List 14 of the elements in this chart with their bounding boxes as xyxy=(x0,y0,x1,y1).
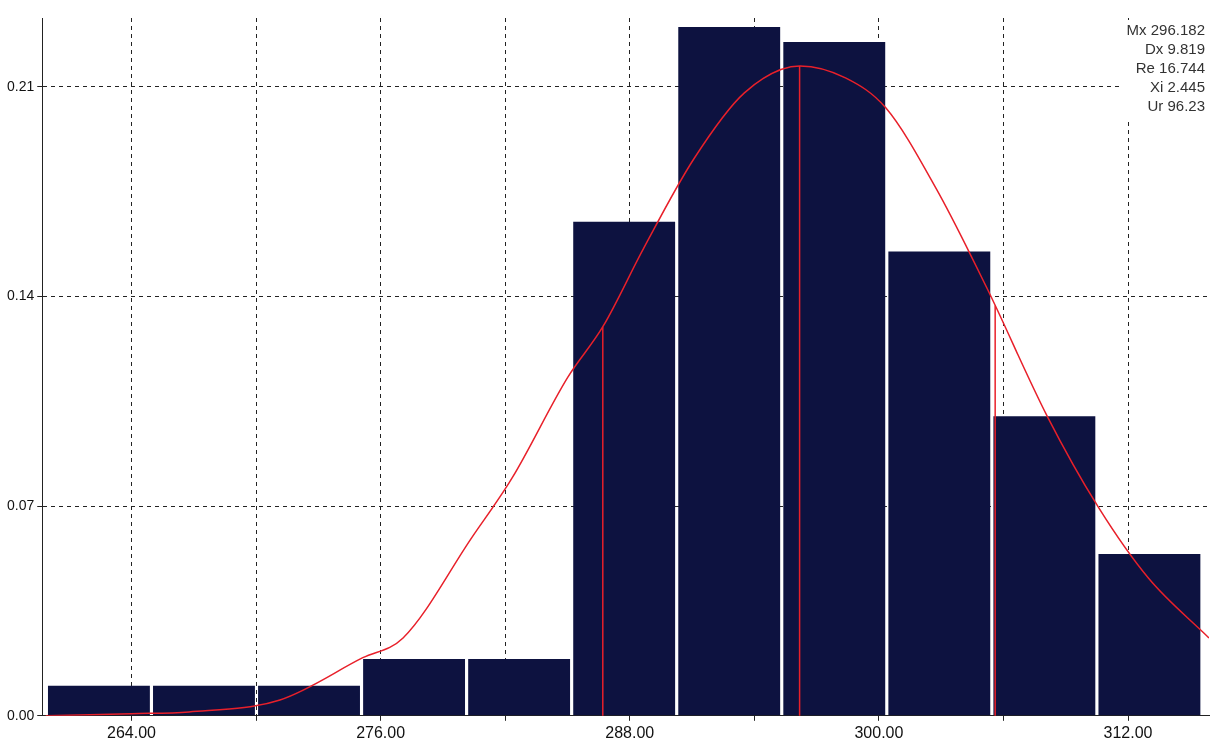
annotation: Ur 96.23 xyxy=(1147,96,1205,114)
x-tick-label: 300.00 xyxy=(854,723,904,741)
y-tick-label: 0.07 xyxy=(7,497,35,514)
x-tick-label: 276.00 xyxy=(356,723,406,741)
x-tick-label: 288.00 xyxy=(605,723,655,741)
annotation: Xi 2.445 xyxy=(1149,77,1205,95)
x-tick-label: 264.00 xyxy=(107,723,157,741)
annotation: Dx 9.819 xyxy=(1144,39,1205,57)
y-tick-label: 0.14 xyxy=(7,287,35,304)
x-tick-label: 312.00 xyxy=(1103,723,1153,741)
y-tick-label: 0.21 xyxy=(7,77,35,94)
annotation: Mx 296.182 xyxy=(1126,20,1205,38)
annotation: Re 16.744 xyxy=(1135,58,1205,76)
y-tick-label: 0.00 xyxy=(7,706,35,723)
